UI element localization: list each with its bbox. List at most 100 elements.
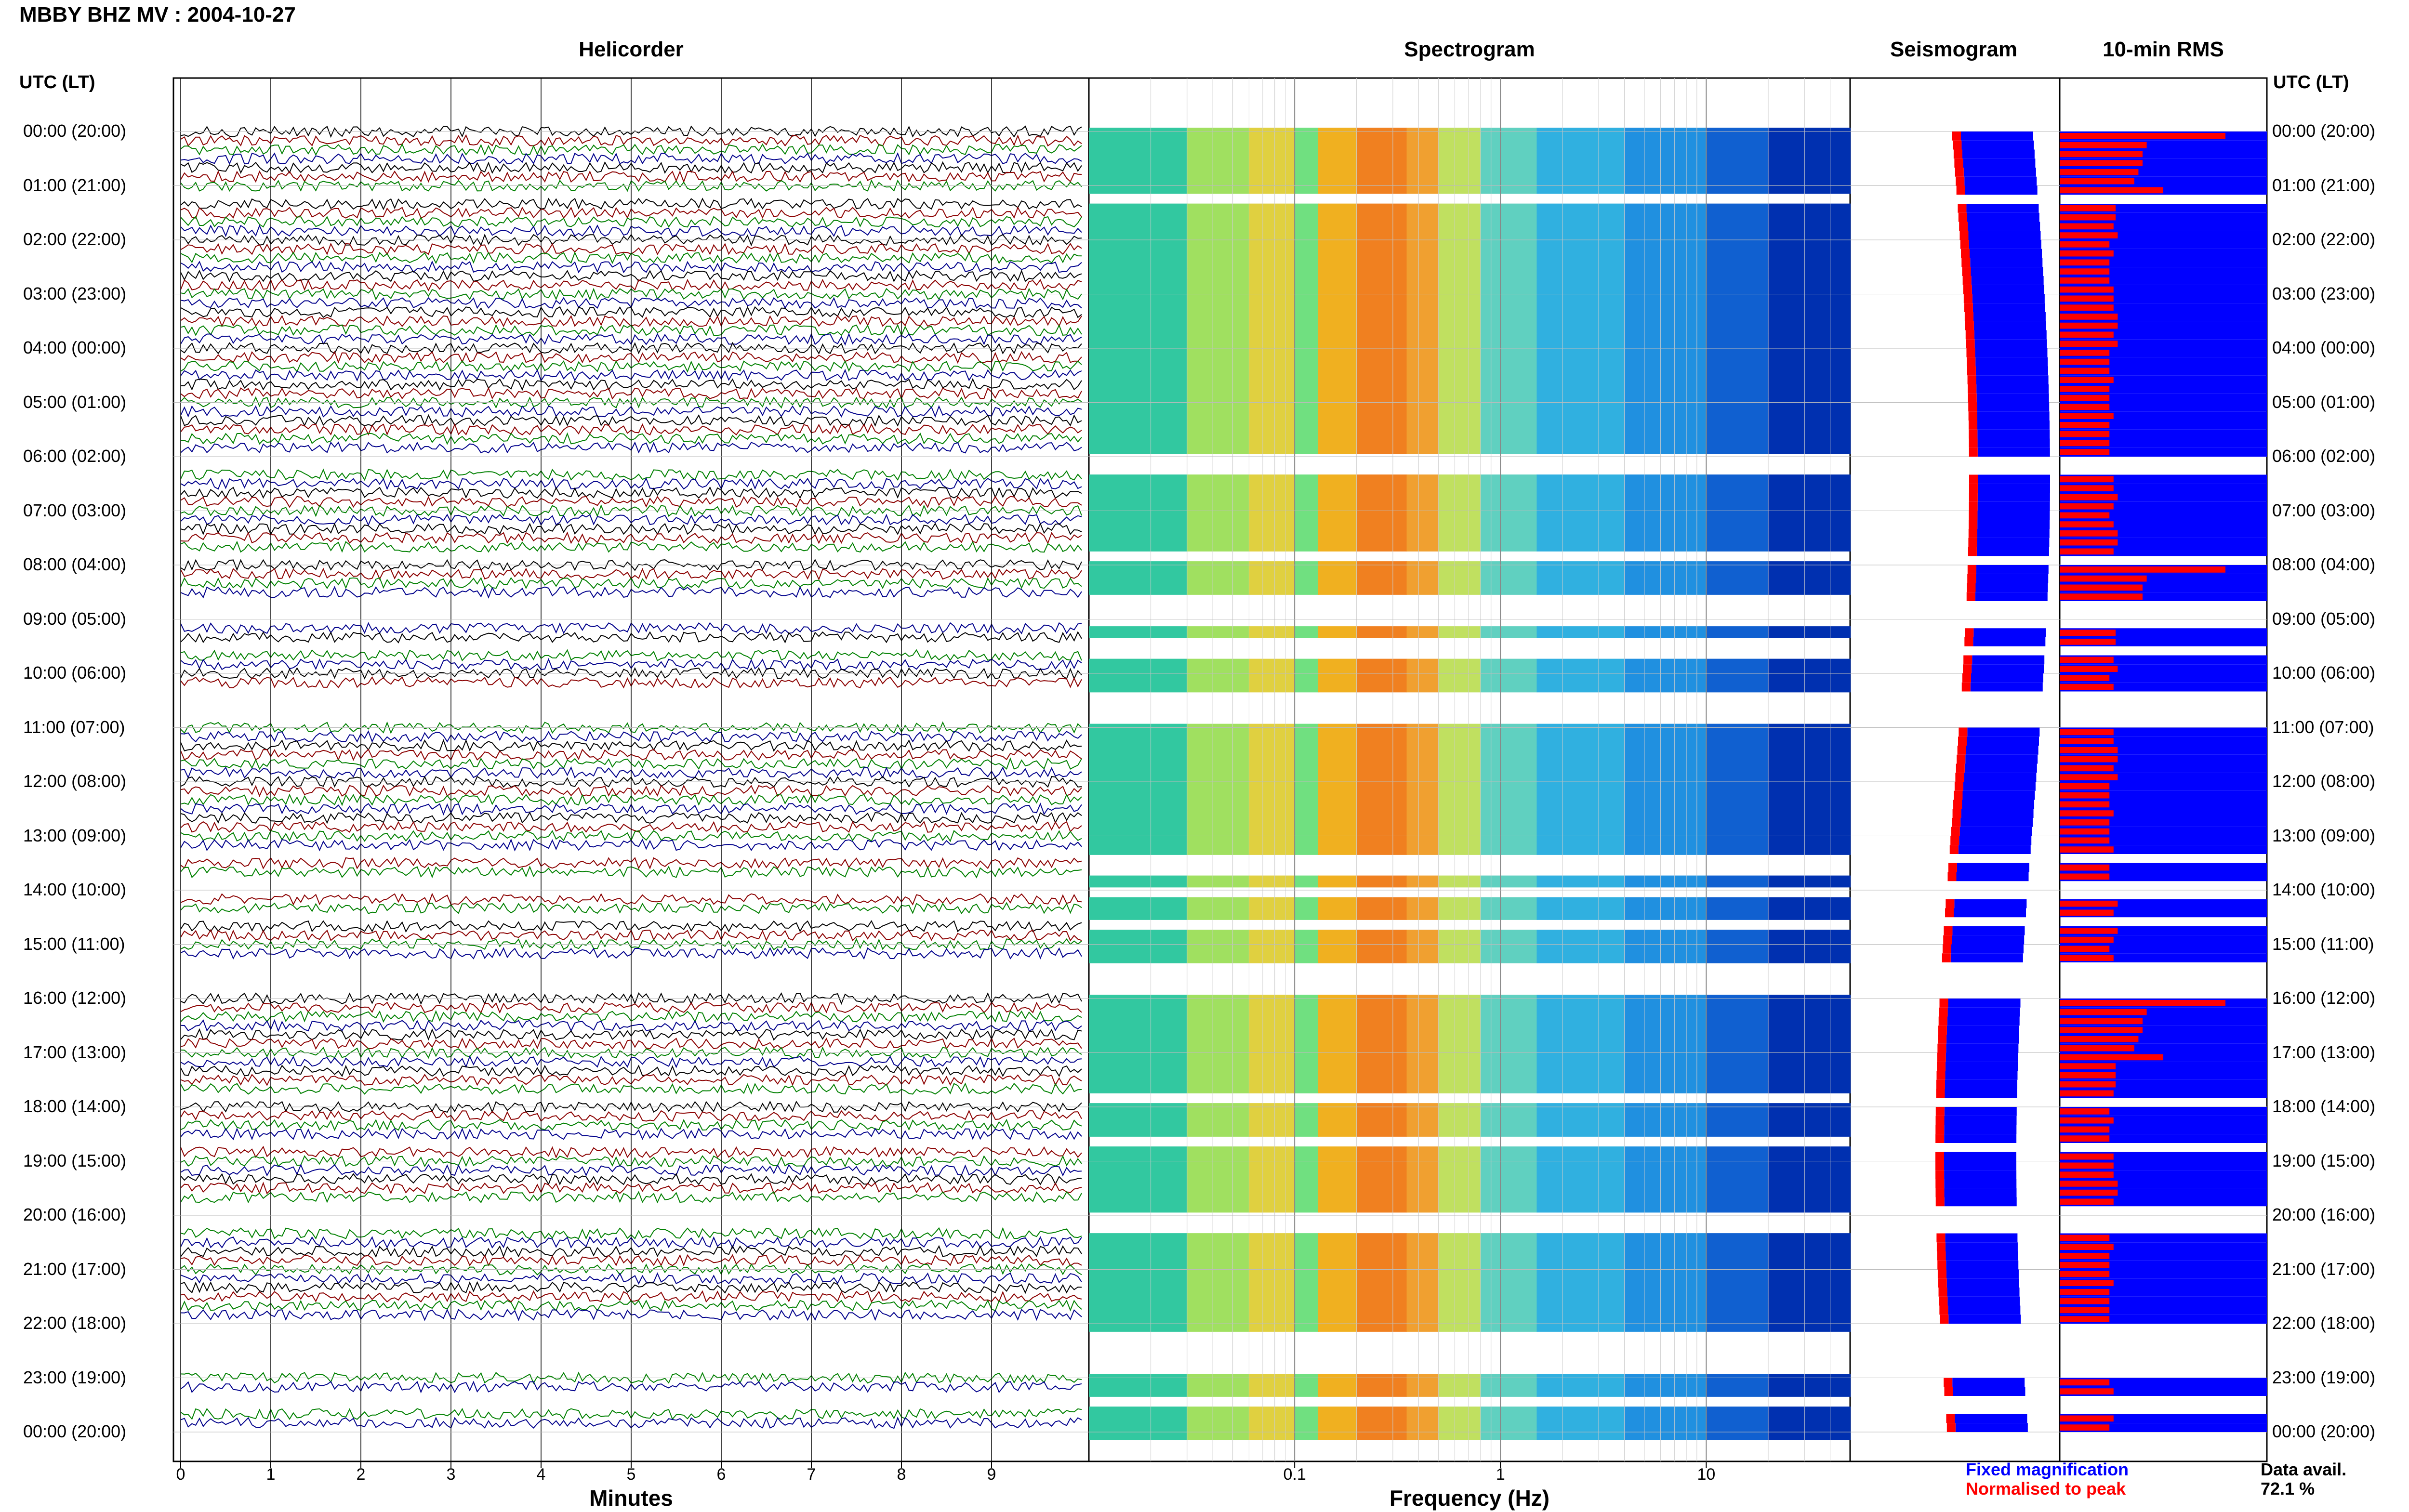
spec-cell [1249,626,1296,638]
rms-norm-bar [2060,1415,2114,1422]
spec-cell [1768,810,1851,823]
spec-cell [1089,800,1188,812]
spec-cell [1089,1146,1188,1158]
spec-cell [1089,1385,1188,1397]
spec-cell [1089,496,1188,508]
spec-cell [1089,268,1188,281]
seis-norm-band [1968,393,1977,403]
spec-cell [1187,680,1250,693]
spec-cell [1318,301,1357,313]
spec-cell [1318,1125,1357,1137]
seis-norm-band [1954,158,1963,168]
spec-cell [1480,214,1537,226]
rms-fixed-bar [2060,384,2267,394]
rms-fixed-bar [2060,1288,2267,1297]
spec-cell [1438,875,1481,888]
spec-cell [1624,1027,1707,1039]
spec-cell [1318,1027,1357,1039]
spec-cell [1438,1038,1481,1050]
spec-cell [1624,832,1707,844]
seis-fixed-band [1952,935,2025,945]
spec-cell [1356,1233,1407,1245]
spec-cell [1624,149,1707,161]
spec-cell [1406,1255,1439,1267]
rms-norm-bar [2060,314,2118,320]
spec-cell [1249,388,1296,400]
spec-cell [1295,138,1319,151]
spec-cell [1318,160,1357,172]
rms-fixed-bar [2060,673,2267,683]
spec-cell [1187,897,1250,909]
spec-cell [1295,333,1319,346]
spec-cell [1406,951,1439,963]
rms-norm-bar [2060,277,2110,284]
seis-fixed-band [1975,348,2048,357]
legend-normalised: Normalised to peak [1966,1479,2126,1499]
spec-cell [1706,1309,1769,1321]
row-label-right: 19:00 (15:00) [2272,1150,2376,1170]
seis-norm-band [1936,1079,1945,1089]
spec-cell [1187,1233,1250,1245]
seis-norm-band [1935,1125,1945,1134]
spec-cell [1536,1320,1625,1332]
spec-cell [1295,1049,1319,1061]
spec-cell [1768,800,1851,812]
spec-cell [1356,897,1407,909]
spec-cell [1187,1407,1250,1419]
seis-fixed-band [1963,782,2036,791]
seis-fixed-band [1977,447,2050,457]
spec-cell [1536,1244,1625,1256]
spec-cell [1480,539,1537,552]
row-label-right: 10:00 (06:00) [2272,663,2376,683]
spec-cell [1356,1060,1407,1072]
spec-cell [1480,225,1537,237]
spec-cell [1536,518,1625,530]
spec-cell [1438,1287,1481,1300]
seis-norm-band [1937,1052,1946,1062]
spec-cell [1356,398,1407,411]
spec-cell [1624,1320,1707,1332]
spec-cell [1438,930,1481,942]
rms-norm-bar [2060,268,2110,275]
spec-cell [1249,1005,1296,1018]
spec-cell [1187,258,1250,270]
helicorder-title: Helicorder [579,38,684,61]
rms-fixed-bar [2060,511,2267,520]
spec-cell [1089,539,1188,552]
spec-cell [1089,767,1188,779]
spec-cell [1249,1407,1296,1419]
spec-cell [1768,149,1851,161]
spec-cell [1295,832,1319,844]
spec-cell [1438,789,1481,801]
seis-norm-band [1935,1170,1945,1179]
row-label-left: 14:00 (10:00) [23,880,127,899]
spec-cell [1356,1146,1407,1158]
spec-cell [1706,767,1769,779]
rms-norm-bar [2060,494,2118,500]
spec-cell [1187,670,1250,682]
seis-fixed-band [1977,529,2050,538]
spec-cell [1356,138,1407,151]
seis-fixed-band [1944,1161,2017,1170]
spec-cell [1706,1265,1769,1278]
seis-norm-band [1942,944,1951,954]
spec-cell [1536,1298,1625,1310]
spec-cell [1480,442,1537,454]
rms-norm-bar [2060,404,2110,410]
rms-norm-bar [2060,1189,2118,1196]
spec-cell [1706,1070,1769,1083]
spec-cell [1249,1190,1296,1202]
row-label-right: 00:00 (20:00) [2272,1421,2376,1441]
spec-cell [1406,875,1439,888]
spec-cell [1187,1016,1250,1028]
spec-cell [1480,1428,1537,1440]
spec-cell [1706,420,1769,433]
spec-cell [1406,1027,1439,1039]
row-label-right: 23:00 (19:00) [2272,1367,2376,1387]
spec-cell [1295,409,1319,421]
spec-cell [1187,398,1250,411]
spec-cell [1089,1255,1188,1267]
spec-cell [1406,658,1439,671]
spec-cell [1249,507,1296,519]
spec-cell [1768,1038,1851,1050]
